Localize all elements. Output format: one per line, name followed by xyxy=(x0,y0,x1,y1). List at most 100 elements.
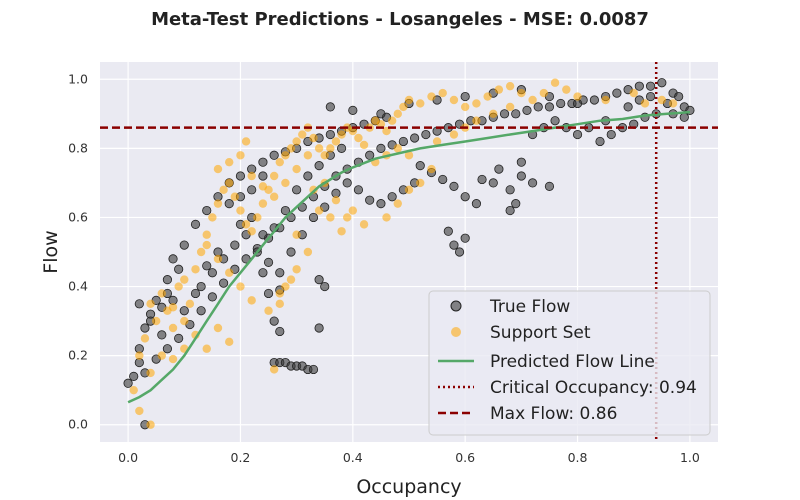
true-flow-point xyxy=(190,288,201,299)
support-set-point xyxy=(517,88,526,98)
true-flow-point xyxy=(325,102,335,112)
true-flow-point xyxy=(258,268,268,278)
x-axis-ticks: 0.0 0.2 0.4 0.6 0.8 1.0 xyxy=(118,450,700,465)
support-set-point xyxy=(343,213,352,222)
true-flow-point xyxy=(572,129,583,140)
true-flow-point xyxy=(174,333,184,343)
true-flow-point xyxy=(280,205,290,216)
support-set-point xyxy=(180,316,189,326)
support-set-point xyxy=(489,109,498,119)
legend-marker-support-set xyxy=(451,327,461,337)
support-set-point xyxy=(281,151,290,160)
support-set-point xyxy=(236,282,245,291)
true-flow-point xyxy=(477,174,487,185)
y-tick-label: 0.4 xyxy=(68,279,88,294)
true-flow-point xyxy=(314,323,324,333)
true-flow-point xyxy=(415,161,425,171)
true-flow-point xyxy=(471,199,482,209)
true-flow-point xyxy=(202,261,212,271)
y-axis-ticks: 0.0 0.2 0.4 0.6 0.8 1.0 xyxy=(68,71,88,431)
true-flow-point xyxy=(387,192,397,202)
true-flow-point xyxy=(550,116,560,126)
support-set-point xyxy=(191,265,200,274)
x-tick-label: 0.2 xyxy=(231,450,251,465)
support-set-point xyxy=(309,133,318,143)
true-flow-point xyxy=(342,178,352,188)
true-flow-point xyxy=(134,299,144,309)
y-tick-label: 0.8 xyxy=(68,140,88,155)
true-flow-point xyxy=(612,88,622,98)
support-set-point xyxy=(326,213,335,222)
true-flow-point xyxy=(606,129,616,140)
true-flow-point xyxy=(258,171,268,181)
x-axis-label: Occupancy xyxy=(356,476,461,498)
support-set-point xyxy=(472,116,481,125)
support-set-point xyxy=(505,102,515,112)
support-set-point xyxy=(292,230,301,239)
support-set-point xyxy=(292,137,301,146)
support-set-point xyxy=(404,185,414,195)
true-flow-point xyxy=(460,192,470,202)
true-flow-point xyxy=(527,178,538,188)
support-set-point xyxy=(281,282,290,291)
true-flow-point xyxy=(516,157,526,167)
support-set-point xyxy=(185,299,195,309)
true-flow-point xyxy=(168,254,178,264)
true-flow-point xyxy=(544,102,555,112)
support-set-point xyxy=(157,289,166,298)
true-flow-point xyxy=(207,268,217,278)
support-set-point xyxy=(129,385,138,395)
true-flow-point xyxy=(230,240,240,250)
support-set-point xyxy=(225,337,234,347)
true-flow-point xyxy=(511,199,521,209)
true-flow-point xyxy=(376,199,386,209)
support-set-point xyxy=(225,157,234,167)
true-flow-point xyxy=(410,133,420,143)
true-flow-point xyxy=(308,212,319,223)
true-flow-point xyxy=(263,257,274,267)
y-tick-label: 0.6 xyxy=(68,209,88,224)
support-set-point xyxy=(438,88,447,98)
true-flow-point xyxy=(269,150,279,160)
support-set-point xyxy=(196,247,206,257)
support-set-point xyxy=(180,275,189,284)
legend-marker-true-flow xyxy=(450,300,462,312)
true-flow-point xyxy=(348,105,358,115)
true-flow-point xyxy=(438,174,448,185)
true-flow-point xyxy=(443,226,453,236)
support-set-point xyxy=(247,171,256,181)
true-flow-point xyxy=(449,240,459,250)
support-set-point xyxy=(427,92,436,101)
support-set-point xyxy=(146,299,155,309)
true-flow-point xyxy=(286,247,296,257)
support-set-point xyxy=(140,334,150,343)
support-set-point xyxy=(269,171,279,181)
true-flow-point xyxy=(595,136,605,147)
true-flow-point xyxy=(196,281,206,292)
support-set-point xyxy=(225,178,234,188)
true-flow-point xyxy=(269,316,279,326)
support-set-point xyxy=(573,92,582,101)
true-flow-point xyxy=(303,171,313,181)
true-flow-point xyxy=(247,185,257,195)
support-set-point xyxy=(629,88,638,98)
support-set-point xyxy=(146,420,155,429)
true-flow-point xyxy=(365,150,375,160)
support-set-point xyxy=(668,99,678,108)
support-set-point xyxy=(449,95,459,105)
support-set-point xyxy=(460,102,470,112)
legend-label-true-flow: True Flow xyxy=(489,297,570,317)
support-set-point xyxy=(303,151,313,160)
true-flow-point xyxy=(544,181,555,191)
true-flow-point xyxy=(275,268,285,278)
support-set-point xyxy=(376,119,386,129)
x-tick-label: 0.0 xyxy=(118,450,138,465)
true-flow-point xyxy=(123,378,133,388)
true-flow-point xyxy=(336,143,347,153)
support-set-point xyxy=(393,199,402,208)
support-set-point xyxy=(258,199,268,208)
legend-label-predicted-line: Predicted Flow Line xyxy=(490,352,655,372)
legend: True Flow Support Set Predicted Flow Lin… xyxy=(428,290,711,436)
support-set-point xyxy=(393,144,402,153)
support-set-series xyxy=(129,78,678,429)
